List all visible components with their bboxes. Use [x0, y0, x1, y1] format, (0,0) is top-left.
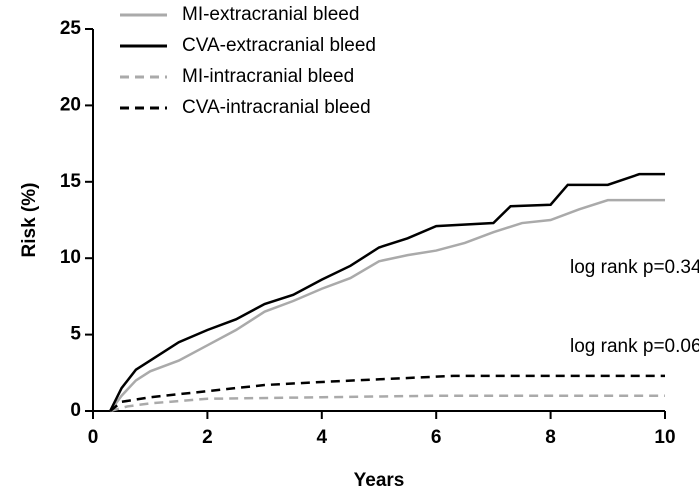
series-line — [109, 172, 665, 412]
legend-label: CVA-extracranial bleed — [182, 35, 376, 56]
legend-label: CVA-intracranial bleed — [182, 97, 371, 118]
x-tick-label: 10 — [654, 427, 675, 448]
legend-label: MI-extracranial bleed — [182, 4, 359, 25]
x-tick-label: 2 — [202, 427, 213, 448]
x-axis-title: Years — [354, 470, 405, 491]
series-line — [109, 198, 665, 412]
annotation: log rank p=0.06 — [570, 336, 699, 357]
series-line — [109, 374, 665, 412]
x-tick-label: 0 — [88, 427, 99, 448]
y-tick-label: 15 — [60, 171, 82, 192]
series-line — [109, 394, 665, 413]
x-tick-label: 6 — [431, 427, 442, 448]
y-tick-label: 25 — [60, 18, 82, 39]
y-tick-label: 10 — [60, 247, 81, 268]
y-tick-label: 0 — [70, 400, 81, 421]
y-tick-label: 20 — [60, 94, 81, 115]
y-tick-label: 5 — [70, 324, 81, 345]
annotation: log rank p=0.34 — [570, 257, 699, 278]
x-tick-label: 8 — [545, 427, 556, 448]
y-axis-title: Risk (%) — [19, 183, 40, 258]
legend-label: MI-intracranial bleed — [182, 66, 354, 87]
x-tick-label: 4 — [317, 427, 328, 448]
